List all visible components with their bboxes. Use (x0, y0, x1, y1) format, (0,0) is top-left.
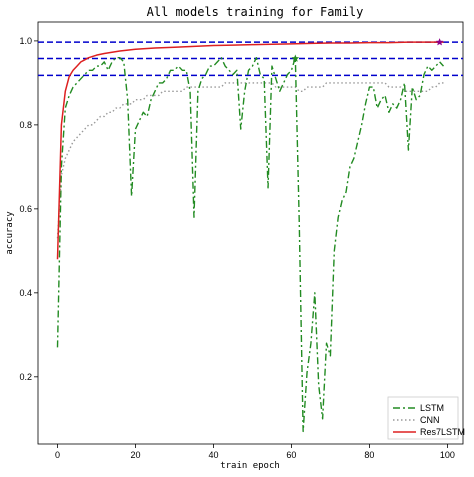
y-axis: 0.2 0.4 0.6 0.8 1.0 (19, 36, 38, 382)
series-line-lstm (56, 56, 445, 433)
x-tick-label: 80 (364, 450, 374, 460)
legend-label-cnn: CNN (420, 415, 440, 425)
x-tick-label: 40 (208, 450, 218, 460)
y-axis-label: accuracy (5, 211, 15, 255)
legend-label-res7lstm: Res7LSTM (420, 427, 465, 437)
x-axis-label: train epoch (220, 461, 280, 471)
y-tick-label: 0.6 (19, 204, 32, 214)
y-tick-label: 1.0 (19, 36, 32, 46)
series-layer (56, 41, 445, 433)
plot-frame (37, 21, 464, 445)
x-tick-label: 0 (55, 450, 60, 460)
x-tick-label: 100 (440, 450, 455, 460)
marker-layer (291, 38, 444, 62)
max-accuracy-marker (291, 54, 300, 62)
series-line-res7lstm (56, 41, 444, 260)
x-axis: 0 20 40 60 80 100 (55, 444, 455, 460)
legend: LSTM CNN Res7LSTM (387, 396, 465, 440)
chart-title: All models training for Family (147, 5, 364, 19)
y-tick-label: 0.2 (19, 372, 32, 382)
y-tick-label: 0.4 (19, 288, 32, 298)
y-tick-label: 0.8 (19, 120, 32, 130)
legend-label-lstm: LSTM (420, 403, 444, 413)
x-tick-label: 20 (130, 450, 140, 460)
plot-area (37, 21, 464, 445)
max-accuracy-marker (435, 38, 444, 46)
x-tick-label: 60 (286, 450, 296, 460)
